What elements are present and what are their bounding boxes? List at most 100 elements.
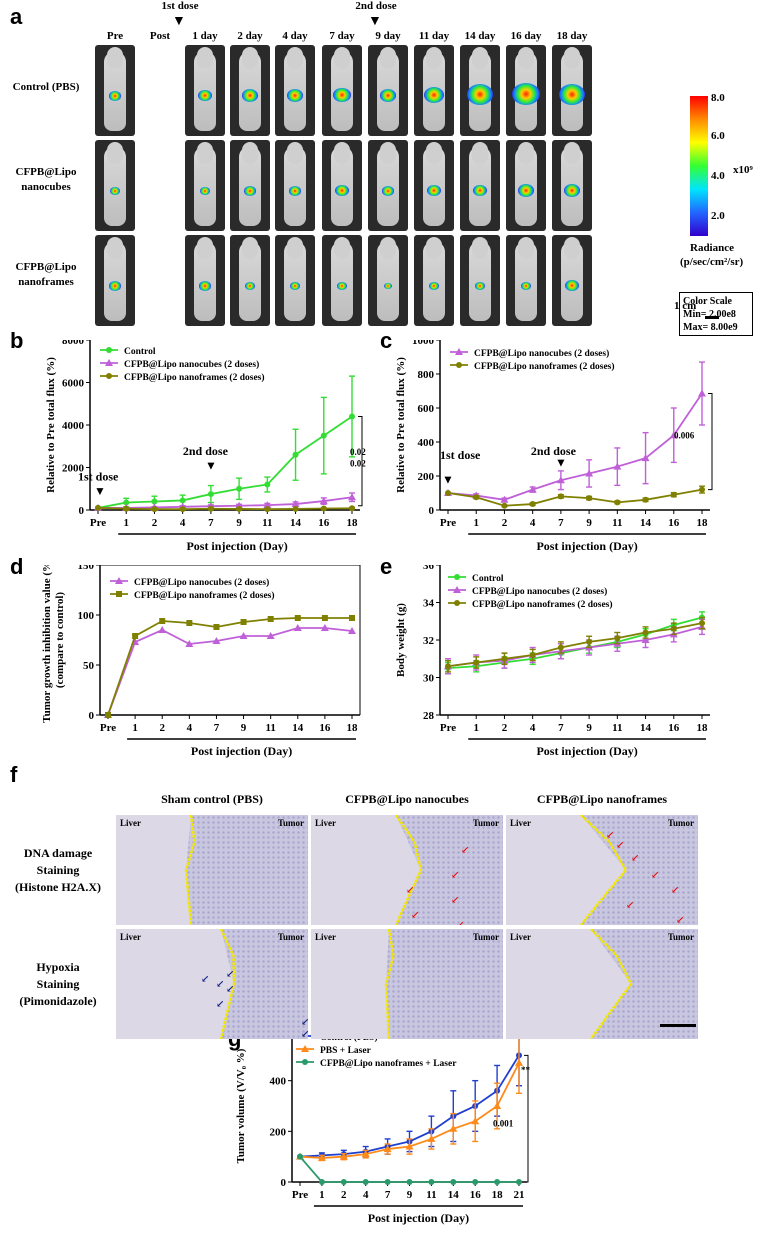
x-tick-label: 14 xyxy=(448,1189,460,1201)
data-point xyxy=(528,485,537,493)
chart-d: 0 50 100 150 Pre 1 2 4 7 9 11 14 16 18 Post injection … xyxy=(41,565,361,758)
tumor-label: Tumor xyxy=(472,818,499,828)
x-tick-label: 11 xyxy=(262,517,272,529)
mouse-image xyxy=(275,140,315,231)
y-tick-label: 1000 xyxy=(412,340,435,347)
x-tick-label: 7 xyxy=(214,722,220,734)
legend-marker xyxy=(454,600,460,606)
mouse-image xyxy=(552,235,592,326)
mouse-image xyxy=(552,140,592,231)
colorbar-tick-4: 4.0 xyxy=(711,170,725,182)
x-tick-label: Pre xyxy=(440,722,456,734)
series-line xyxy=(447,393,703,501)
data-point xyxy=(473,494,480,501)
mouse-head xyxy=(564,47,580,69)
legend: Control CFPB@Lipo nanocubes (2 doses) CFPB… xyxy=(448,574,613,610)
panel-label-c: c xyxy=(380,328,393,353)
bioluminescence-signal xyxy=(512,83,540,106)
y-axis-label-2: (compare to control) xyxy=(54,592,66,688)
mouse-head xyxy=(472,142,488,164)
histology-image: Liver Tumor xyxy=(116,815,308,925)
liver-label: Liver xyxy=(120,932,141,942)
data-point xyxy=(428,1179,435,1185)
histology-column-label-2: CFPB@Lipo nanoframes xyxy=(536,792,668,806)
y-axis-label: Tumor growth inhibition value (%) xyxy=(41,565,53,723)
data-point xyxy=(318,1179,325,1185)
mouse-image xyxy=(552,45,592,136)
bioluminescence-signal xyxy=(521,282,531,290)
mouse-image xyxy=(185,45,225,136)
mouse-head xyxy=(380,142,396,164)
liver-label: Liver xyxy=(120,818,141,828)
bioluminescence-signal xyxy=(424,87,444,103)
panel-label-e: e xyxy=(380,554,393,579)
x-tick-label: 1 xyxy=(132,722,138,734)
histology-column-label-0: Sham control (PBS) xyxy=(161,792,263,806)
legend-marker xyxy=(455,348,463,355)
data-point xyxy=(320,505,327,512)
histology-scalebar xyxy=(660,1024,696,1027)
data-point xyxy=(123,505,130,512)
y-tick-label: 34 xyxy=(423,598,435,610)
legend-label: CFPB@Lipo nanocubes (2 doses) xyxy=(134,577,269,588)
boundary-path xyxy=(589,929,633,1039)
x-tick-label: Pre xyxy=(292,1189,308,1201)
bioluminescence-signal xyxy=(467,84,493,105)
dose1-arrow-icon: ▼ xyxy=(94,484,106,498)
y-tick-label: 0 xyxy=(79,505,85,517)
y-tick-label: 30 xyxy=(423,673,435,685)
x-axis-label: Post injection (Day) xyxy=(186,539,287,553)
data-point xyxy=(669,431,678,439)
data-point xyxy=(493,1102,502,1109)
data-point xyxy=(292,451,299,458)
liver-region xyxy=(116,815,191,925)
data-point xyxy=(267,616,274,622)
legend-marker xyxy=(106,373,112,379)
x-tick-label: 4 xyxy=(363,1189,369,1201)
bioluminescence-signal xyxy=(109,91,121,101)
x-tick-label: 7 xyxy=(385,1189,391,1201)
bioluminescence-signal xyxy=(564,184,580,197)
liver-label: Liver xyxy=(510,932,531,942)
blue-arrow-icon: ↙ xyxy=(216,999,225,1010)
data-point xyxy=(670,491,677,498)
y-axis-label: Body weight (g) xyxy=(395,603,407,677)
mouse-image xyxy=(414,45,454,136)
data-point xyxy=(406,1179,413,1185)
bioluminescence-signal xyxy=(335,185,349,197)
y-tick-label: 400 xyxy=(418,437,435,449)
data-point xyxy=(319,497,328,505)
data-point xyxy=(292,505,299,512)
mouse-body xyxy=(377,241,399,321)
mouse-image xyxy=(460,140,500,231)
series-1 xyxy=(105,615,355,718)
mouse-head xyxy=(518,142,534,164)
data-point xyxy=(185,640,194,647)
series-line xyxy=(447,488,703,507)
data-point xyxy=(516,1179,522,1185)
series-0 xyxy=(104,624,356,718)
mouse-image xyxy=(414,235,454,326)
column-label-1: Post xyxy=(149,30,171,42)
red-arrow-icon: ↙ xyxy=(651,870,660,881)
dose2-arrow-icon: ▼ xyxy=(555,456,567,470)
color-scale-title: Color Scale xyxy=(683,296,732,307)
data-point xyxy=(613,462,622,470)
x-tick-label: 9 xyxy=(586,517,592,529)
data-point xyxy=(297,1153,303,1160)
data-point xyxy=(642,629,649,636)
liver-label: Liver xyxy=(510,818,531,828)
colorbar-exponent: x10⁹ xyxy=(733,164,753,176)
mouse-image xyxy=(460,45,500,136)
colorbar-tick-8: 8.0 xyxy=(711,92,725,104)
x-tick-label: 18 xyxy=(347,722,359,734)
boundary-path xyxy=(580,815,628,925)
x-tick-label: 9 xyxy=(236,517,242,529)
legend-marker xyxy=(302,1059,308,1065)
bioluminescence-signal xyxy=(429,282,439,290)
mouse-head xyxy=(426,237,442,259)
data-point xyxy=(348,493,356,501)
tumor-label: Tumor xyxy=(277,932,304,942)
data-point xyxy=(266,632,275,639)
data-point xyxy=(529,652,536,658)
